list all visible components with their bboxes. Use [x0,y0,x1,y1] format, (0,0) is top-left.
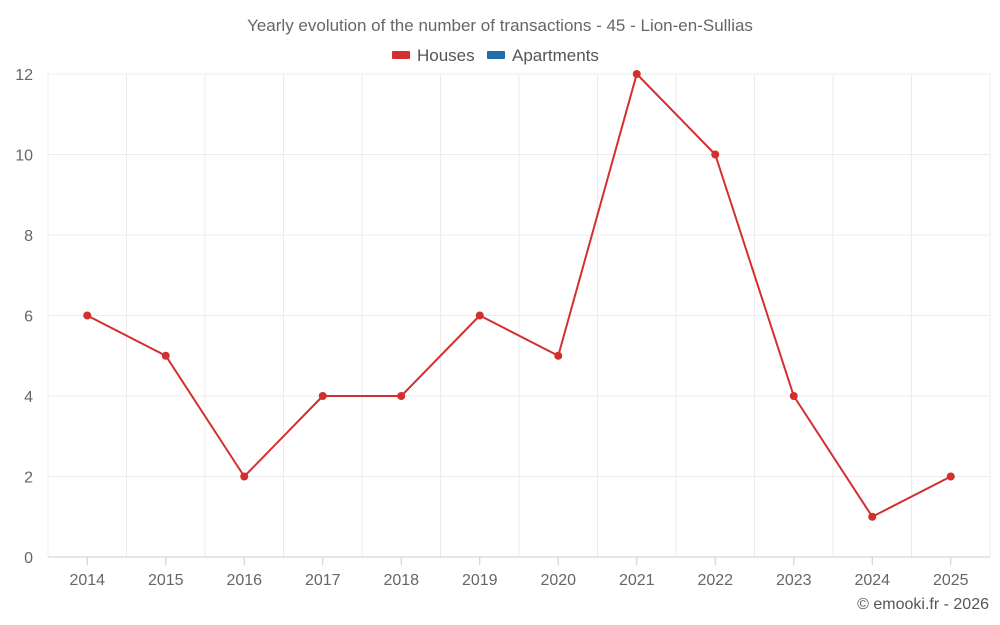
legend-label-apartments: Apartments [512,46,599,65]
y-tick-label: 0 [24,550,33,567]
y-tick-label: 2 [24,470,33,487]
x-tick-label: 2025 [933,572,969,589]
legend-swatch-apartments [487,51,505,59]
y-tick-label: 8 [24,228,33,245]
data-point-houses-2025[interactable] [946,472,955,481]
data-points [83,70,955,521]
x-tick-label: 2014 [69,572,105,589]
legend-swatch-houses [392,51,410,59]
chart-title: Yearly evolution of the number of transa… [247,16,753,35]
y-tick-label: 6 [24,309,33,326]
series-line-houses[interactable] [86,73,952,518]
legend: Houses Apartments [392,46,599,65]
x-axis-ticks: 2014 2015 2016 2017 2018 2019 2020 2021 2022 2023… [69,572,968,589]
data-point-houses-2024[interactable] [868,512,877,521]
data-point-houses-2019[interactable] [475,311,484,320]
axes [48,556,990,565]
data-point-houses-2021[interactable] [632,70,641,78]
gridlines [47,73,991,557]
x-tick-label: 2015 [148,572,184,589]
data-point-houses-2018[interactable] [397,392,406,400]
y-tick-label: 12 [15,67,33,84]
data-point-houses-2020[interactable] [554,351,563,360]
x-tick-label: 2020 [540,572,576,589]
legend-item-houses[interactable]: Houses [392,46,475,65]
data-point-houses-2016[interactable] [240,472,249,481]
y-axis-ticks: 0 2 4 6 8 10 12 [15,67,33,567]
data-point-houses-2023[interactable] [789,392,798,400]
x-tick-label: 2022 [697,572,733,589]
x-tick-label: 2017 [305,572,341,589]
x-tick-label: 2019 [462,572,498,589]
credit-text: © emooki.fr - 2026 [857,596,989,613]
y-tick-label: 10 [15,148,33,165]
data-point-houses-2022[interactable] [711,150,720,159]
x-tick-label: 2018 [383,572,419,589]
x-tick-label: 2021 [619,572,655,589]
data-point-houses-2015[interactable] [161,351,170,360]
series-lines [86,73,952,518]
legend-item-apartments[interactable]: Apartments [487,46,599,65]
x-tick-label: 2023 [776,572,812,589]
data-point-houses-2017[interactable] [318,392,327,400]
x-tick-label: 2016 [226,572,262,589]
x-tick-label: 2024 [854,572,890,589]
data-point-houses-2014[interactable] [83,311,92,320]
legend-label-houses: Houses [417,46,475,65]
y-tick-label: 4 [24,389,33,406]
